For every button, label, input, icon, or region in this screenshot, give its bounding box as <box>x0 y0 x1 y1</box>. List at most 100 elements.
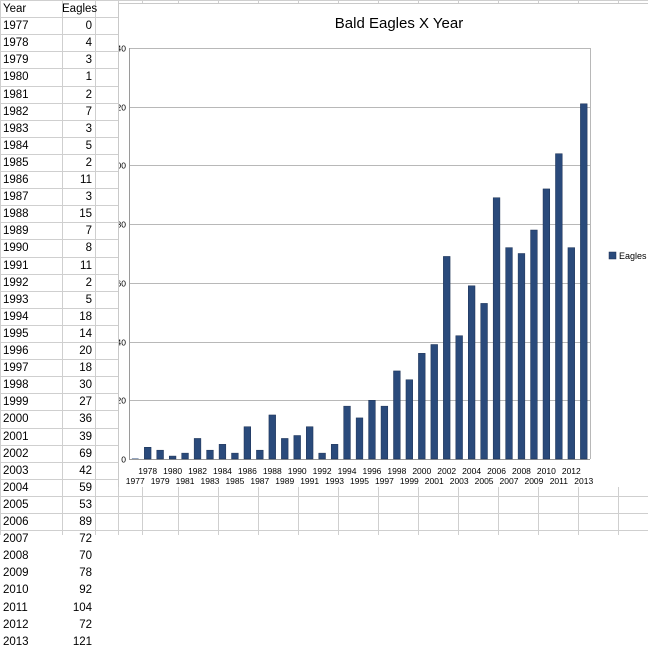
bar[interactable] <box>580 103 588 460</box>
cell-year[interactable]: 1991 <box>3 259 29 272</box>
bar[interactable] <box>517 253 526 460</box>
bar[interactable] <box>468 285 476 460</box>
bar[interactable] <box>380 405 389 460</box>
bar[interactable] <box>256 449 264 460</box>
bar[interactable] <box>293 435 301 460</box>
bar[interactable] <box>156 449 164 460</box>
cell-eagles[interactable]: 27 <box>79 395 92 408</box>
cell-year[interactable]: 2005 <box>3 498 29 511</box>
bar[interactable] <box>393 370 401 460</box>
cell-eagles[interactable]: 42 <box>79 464 92 477</box>
cell-year[interactable]: 2010 <box>3 583 29 596</box>
cell-eagles[interactable]: 3 <box>85 190 92 203</box>
cell-eagles[interactable]: 104 <box>72 601 92 614</box>
bar[interactable] <box>131 458 139 460</box>
cell-eagles[interactable]: 78 <box>79 566 92 579</box>
cell-year[interactable]: 1978 <box>3 36 29 49</box>
bar[interactable] <box>168 455 177 460</box>
cell-eagles[interactable]: 3 <box>85 122 92 135</box>
cell-year[interactable]: 1990 <box>3 241 29 254</box>
bar[interactable] <box>193 438 202 460</box>
cell-year[interactable]: 2006 <box>3 515 29 528</box>
cell-eagles[interactable]: 59 <box>79 481 92 494</box>
cell-year[interactable]: 1977 <box>3 19 29 32</box>
cell-year[interactable]: 1993 <box>3 293 29 306</box>
cell-year[interactable]: 1988 <box>3 207 29 220</box>
cell-year[interactable]: 1985 <box>3 156 29 169</box>
cell-eagles[interactable]: 2 <box>85 156 92 169</box>
bar[interactable] <box>443 256 451 460</box>
cell-eagles[interactable]: 30 <box>79 378 92 391</box>
cell-year[interactable]: 2007 <box>3 532 29 545</box>
cell-eagles[interactable]: 15 <box>79 207 92 220</box>
cell-year[interactable]: 2009 <box>3 566 29 579</box>
cell-eagles[interactable]: 0 <box>85 19 92 32</box>
cell-year[interactable]: 2011 <box>3 601 28 614</box>
cell-year[interactable]: 1992 <box>3 276 29 289</box>
cell-eagles[interactable]: 36 <box>79 412 92 425</box>
bar[interactable] <box>480 303 488 460</box>
bar[interactable] <box>492 197 501 460</box>
cell-eagles[interactable]: 39 <box>79 430 92 443</box>
bar[interactable] <box>218 444 227 460</box>
cell-year[interactable]: 1984 <box>3 139 29 152</box>
cell-eagles[interactable]: 70 <box>79 549 92 562</box>
cell-eagles[interactable]: 11 <box>80 173 92 186</box>
cell-year[interactable]: 1979 <box>3 53 29 66</box>
bar[interactable] <box>418 353 426 460</box>
cell-eagles[interactable]: 2 <box>85 276 92 289</box>
cell-eagles[interactable]: 72 <box>79 532 92 545</box>
cell-year[interactable]: 2002 <box>3 447 29 460</box>
bar[interactable] <box>368 400 376 460</box>
cell-eagles[interactable]: 18 <box>79 361 92 374</box>
bar[interactable] <box>555 153 563 460</box>
cell-eagles[interactable]: 92 <box>79 583 92 596</box>
bar[interactable] <box>455 335 463 460</box>
bar[interactable] <box>542 188 551 460</box>
header-eagles[interactable]: Eagles <box>62 2 98 15</box>
cell-year[interactable]: 1980 <box>3 70 29 83</box>
bar[interactable] <box>530 229 538 460</box>
cell-year[interactable]: 2008 <box>3 549 29 562</box>
cell-year[interactable]: 2012 <box>3 618 29 631</box>
cell-eagles[interactable]: 8 <box>85 241 92 254</box>
bar[interactable] <box>330 444 339 460</box>
cell-year[interactable]: 1982 <box>3 105 29 118</box>
cell-eagles[interactable]: 5 <box>85 139 92 152</box>
cell-eagles[interactable]: 1 <box>85 70 92 83</box>
cell-eagles[interactable]: 2 <box>85 88 92 101</box>
cell-year[interactable]: 2000 <box>3 412 29 425</box>
cell-eagles[interactable]: 72 <box>79 618 92 631</box>
bar[interactable] <box>355 417 364 460</box>
cell-eagles[interactable]: 53 <box>79 498 92 511</box>
bar[interactable] <box>405 379 413 460</box>
chart-panel[interactable]: Bald Eagles X Year 1977 1978 1979 1980 1981 1… <box>118 3 648 487</box>
cell-year[interactable]: 2004 <box>3 481 29 494</box>
bar[interactable] <box>281 438 289 460</box>
cell-eagles[interactable]: 3 <box>85 53 92 66</box>
cell-eagles[interactable]: 121 <box>72 635 92 648</box>
cell-eagles[interactable]: 7 <box>85 105 92 118</box>
cell-year[interactable]: 1996 <box>3 344 29 357</box>
bar[interactable] <box>318 452 326 460</box>
cell-year[interactable]: 1999 <box>3 395 29 408</box>
cell-eagles[interactable]: 18 <box>79 310 92 323</box>
bar[interactable] <box>567 247 575 460</box>
cell-year[interactable]: 1998 <box>3 378 29 391</box>
cell-year[interactable]: 1986 <box>3 173 29 186</box>
cell-year[interactable]: 1983 <box>3 122 29 135</box>
cell-eagles[interactable]: 89 <box>79 515 92 528</box>
cell-year[interactable]: 1994 <box>3 310 29 323</box>
cell-eagles[interactable]: 69 <box>79 447 92 460</box>
bar[interactable] <box>343 405 351 460</box>
bar[interactable] <box>206 449 214 460</box>
cell-year[interactable]: 1987 <box>3 190 29 203</box>
bar[interactable] <box>243 426 251 460</box>
cell-year[interactable]: 1981 <box>3 88 29 101</box>
bar[interactable] <box>268 414 276 460</box>
cell-year[interactable]: 1995 <box>3 327 29 340</box>
cell-eagles[interactable]: 11 <box>80 259 92 272</box>
cell-year[interactable]: 2003 <box>3 464 29 477</box>
cell-eagles[interactable]: 7 <box>85 224 92 237</box>
header-year[interactable]: Year <box>3 2 27 15</box>
